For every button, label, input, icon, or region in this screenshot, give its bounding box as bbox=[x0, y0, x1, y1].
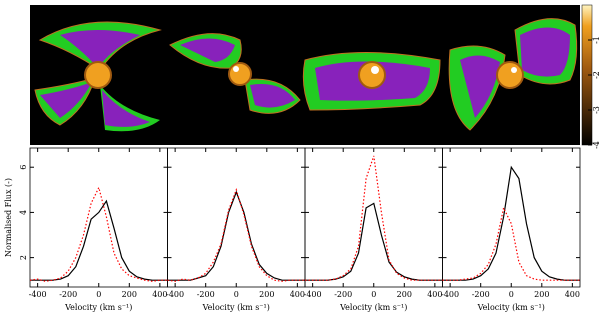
x-tick-label: -200 bbox=[197, 290, 215, 299]
x-tick-label: 0 bbox=[234, 290, 239, 299]
series-line bbox=[442, 165, 580, 281]
x-tick-label: -400 bbox=[166, 290, 184, 299]
x-tick-label: -200 bbox=[59, 290, 77, 299]
series-line bbox=[442, 206, 580, 281]
x-tick-label: -400 bbox=[441, 290, 459, 299]
y-axis-label: Normalised Flux (-) bbox=[4, 178, 13, 257]
y-tick-label: 6 bbox=[19, 165, 28, 170]
x-tick-label: -200 bbox=[334, 290, 352, 299]
series-line bbox=[167, 190, 305, 281]
x-tick-label: 400 bbox=[565, 290, 580, 299]
panel-frame bbox=[167, 147, 306, 288]
colorbar-tick-label: -4 bbox=[592, 141, 600, 149]
series-line bbox=[305, 202, 443, 281]
x-axis-label: Velocity (km s⁻¹) bbox=[64, 303, 132, 312]
series-line bbox=[30, 199, 168, 281]
colorbar-tick-label: -2 bbox=[592, 71, 600, 79]
x-tick-label: 400 bbox=[152, 290, 167, 299]
x-tick-label: 200 bbox=[534, 290, 549, 299]
x-tick-label: -400 bbox=[304, 290, 322, 299]
panel-frame bbox=[29, 147, 168, 288]
series-line bbox=[305, 155, 443, 281]
x-tick-label: -400 bbox=[29, 290, 47, 299]
x-axis-label: Velocity (km s⁻¹) bbox=[202, 303, 270, 312]
series-line bbox=[29, 185, 168, 282]
x-tick-label: 0 bbox=[96, 290, 101, 299]
x-tick-label: 400 bbox=[427, 290, 442, 299]
series-line bbox=[167, 187, 305, 282]
y-tick-label: 2 bbox=[19, 255, 28, 260]
x-tick-label: 0 bbox=[509, 290, 514, 299]
x-axis-label: Velocity (km s⁻¹) bbox=[477, 303, 545, 312]
x-axis-label: Velocity (km s⁻¹) bbox=[339, 303, 407, 312]
x-tick-label: 200 bbox=[397, 290, 412, 299]
colorbar-tick-label: -1 bbox=[592, 36, 600, 44]
panel-frame bbox=[304, 147, 443, 288]
x-tick-label: 0 bbox=[371, 290, 376, 299]
x-tick-label: 400 bbox=[290, 290, 305, 299]
x-tick-label: 200 bbox=[259, 290, 274, 299]
simulation-image bbox=[30, 4, 593, 146]
y-tick-label: 4 bbox=[19, 210, 28, 215]
x-tick-label: 200 bbox=[122, 290, 137, 299]
colorbar-tick-label: -3 bbox=[592, 106, 600, 114]
x-tick-label: -200 bbox=[472, 290, 490, 299]
